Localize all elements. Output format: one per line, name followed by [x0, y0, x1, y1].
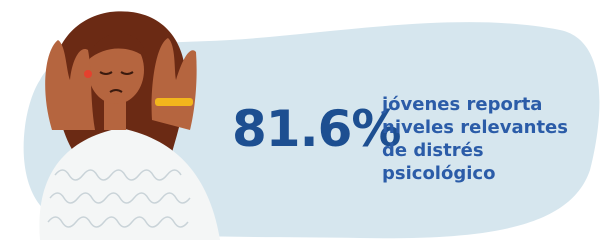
description-line: jóvenes reporta — [381, 94, 542, 115]
description-line: niveles relevantes — [382, 117, 568, 138]
stat-value: 81.6% — [232, 100, 400, 158]
description-line: psicológico — [382, 163, 495, 184]
description-line: de distrés — [382, 140, 484, 161]
infographic: 81.6% jóvenes reporta niveles relevantes… — [0, 0, 603, 240]
